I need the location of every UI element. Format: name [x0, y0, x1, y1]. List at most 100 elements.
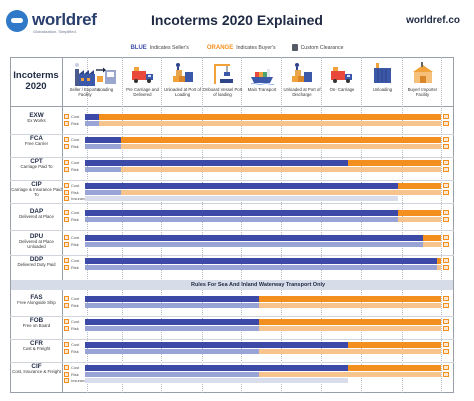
insurance-label: Insurance — [71, 195, 89, 201]
term-label: FOB Free on Board — [11, 317, 62, 329]
buyer-risk-bar — [120, 190, 441, 195]
risk-legend: Risk — [64, 120, 79, 126]
seller-cost-bar — [85, 160, 349, 166]
seller-risk-bar — [85, 242, 424, 247]
seller-risk-bar — [85, 303, 260, 308]
risk-legend: Risk — [64, 348, 79, 354]
truck-icon — [330, 58, 354, 86]
cost-risk-marker-icon — [64, 325, 69, 331]
stage-label: Loading — [97, 87, 114, 92]
legend-clearance-text: Custom Clearance — [300, 44, 344, 51]
warehouse-icon — [411, 58, 435, 86]
custom-clearance-icon — [443, 349, 449, 354]
row-divider — [10, 134, 454, 135]
cost-risk-marker-icon — [64, 318, 69, 324]
seller-cost-bar — [85, 342, 349, 348]
crane-icon — [211, 58, 235, 86]
seller-cost-bar — [85, 114, 100, 120]
custom-clearance-icon — [443, 303, 449, 308]
buyer-cost-bar — [259, 319, 441, 325]
seller-risk-bar — [85, 265, 438, 270]
custom-clearance-icon — [291, 44, 298, 51]
cost-risk-marker-icon — [64, 166, 69, 172]
buyer-risk-bar — [259, 349, 441, 354]
incoterms-table — [10, 57, 454, 393]
stage-label: Unloaded at Port of Discharge — [283, 87, 321, 97]
buyer-risk-bar — [99, 121, 441, 126]
term-name: Cost, Insurance & Freight — [12, 369, 61, 374]
risk-legend: Risk — [64, 371, 79, 377]
stage-gridline — [241, 57, 242, 393]
stage-gridline — [87, 57, 88, 393]
cost-risk-marker-icon — [64, 364, 69, 370]
cost-legend: Cost — [64, 295, 79, 301]
risk-label: Risk — [71, 325, 79, 331]
custom-clearance-icon — [443, 114, 449, 119]
cost-risk-marker-icon — [64, 348, 69, 354]
stage-gridline — [321, 57, 322, 393]
row-divider — [10, 157, 454, 158]
term-label: CIP Carriage & Insurance Paid To — [11, 181, 62, 198]
insurance-label: Insurance — [71, 377, 89, 383]
seller-cost-bar — [85, 365, 349, 371]
seller-risk-bar — [85, 217, 399, 222]
seller-risk-bar — [85, 372, 260, 377]
term-name: Ex Works — [27, 118, 46, 123]
term-name: Delivered Duty Paid — [17, 262, 56, 267]
term-label: DDP Delivered Duty Paid — [11, 256, 62, 268]
seller-cost-bar — [85, 319, 260, 325]
cost-risk-marker-icon — [64, 182, 69, 188]
term-row-cif: CIF Cost, Insurance & Freight Cost Risk Insu… — [11, 363, 453, 385]
stage-7: Unloaded at Port of Discharge — [282, 58, 322, 98]
risk-legend: Risk — [64, 189, 79, 195]
stage-gridline — [122, 57, 123, 393]
cost-risk-marker-icon — [64, 136, 69, 142]
buyer-risk-bar — [259, 326, 441, 331]
term-row-ddp: DDP Delivered Duty Paid Cost Risk — [11, 256, 453, 278]
buyer-cost-bar — [120, 137, 441, 143]
cost-legend: Cost — [64, 159, 79, 165]
custom-clearance-icon — [443, 183, 449, 188]
custom-clearance-icon — [443, 319, 449, 324]
buyer-cost-bar — [398, 210, 441, 216]
risk-legend: Risk — [64, 143, 79, 149]
cost-risk-marker-icon — [64, 120, 69, 126]
page-title: Incoterms 2020 Explained — [151, 12, 323, 28]
term-row-exw: EXW Ex Works Cost Risk — [11, 112, 453, 134]
term-label: DPU Delivered at Place Unloaded — [11, 233, 62, 250]
term-code: FAS — [30, 294, 43, 301]
seller-risk-bar — [85, 167, 121, 172]
cost-risk-marker-icon — [64, 371, 69, 377]
custom-clearance-icon — [443, 242, 449, 247]
stage-1: Seller / Exporter Facility — [65, 58, 105, 98]
site-url[interactable]: worldref.co — [406, 15, 460, 26]
legend-orange-text: Indicates Buyer's — [236, 44, 276, 51]
row-divider — [10, 180, 454, 181]
risk-label: Risk — [71, 189, 79, 195]
term-code: DPU — [29, 233, 44, 240]
legend: BLUE Indicates Seller's ORANGE Indicates… — [0, 44, 474, 51]
insurance-bar — [85, 196, 399, 201]
stage-label: Buyer/ Importer Facility — [407, 87, 438, 97]
port-crates-icon — [290, 58, 314, 86]
cost-label: Cost — [71, 136, 80, 142]
cost-legend: Cost — [64, 257, 79, 263]
custom-clearance-icon — [443, 296, 449, 301]
seller-cost-bar — [85, 137, 121, 143]
custom-clearance-icon — [443, 235, 449, 240]
risk-legend: Risk — [64, 302, 79, 308]
stage-gridline — [361, 57, 362, 393]
seller-cost-bar — [85, 235, 424, 241]
seller-risk-bar — [85, 326, 260, 331]
globe-logo-icon — [6, 10, 28, 32]
stage-gridline — [202, 57, 203, 393]
custom-clearance-icon — [443, 167, 449, 172]
cost-legend: Cost — [64, 136, 80, 142]
custom-clearance-icon — [443, 210, 449, 215]
term-row-fca: FCA Free Carrier Cost Risk — [11, 135, 453, 157]
cost-risk-marker-icon — [64, 216, 69, 222]
stage-label: Onboard Vessel Port of loading — [202, 87, 243, 97]
stage-3: Pre Carriage and Delivered — [123, 58, 163, 98]
cost-risk-marker-icon — [64, 341, 69, 347]
cost-risk-marker-icon — [64, 195, 69, 201]
